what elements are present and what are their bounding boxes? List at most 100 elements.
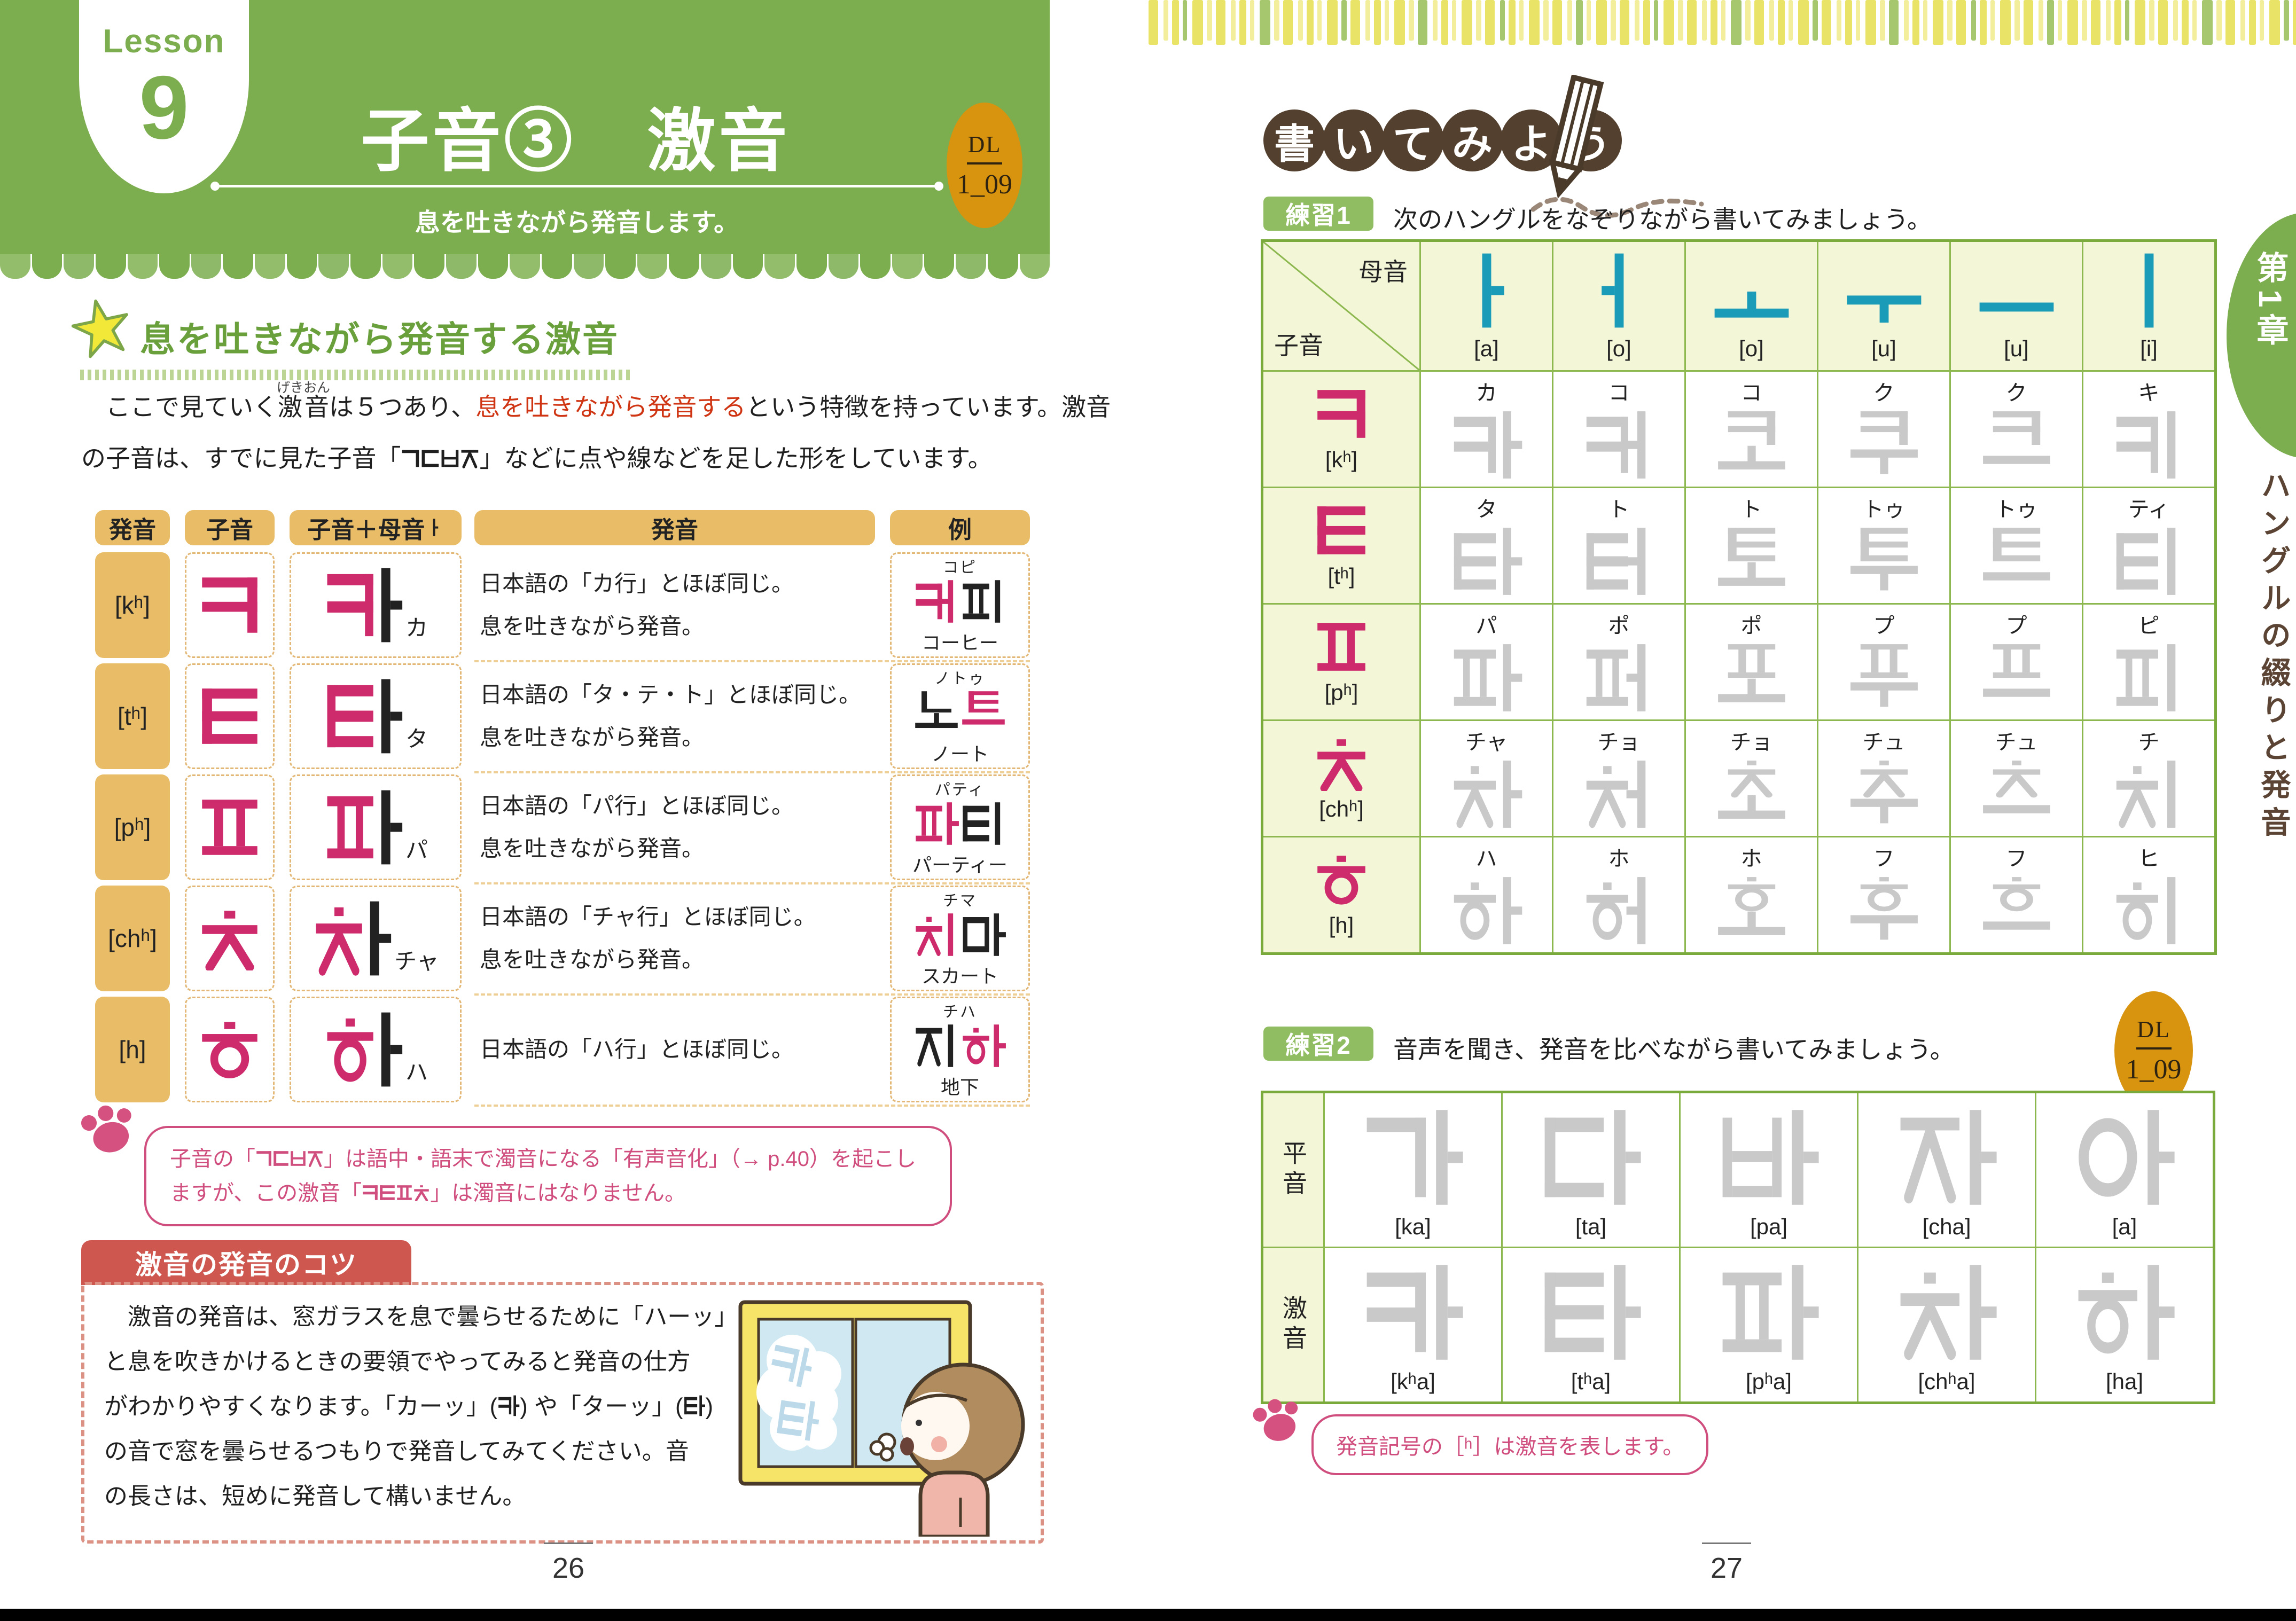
stripe: [1283, 0, 1293, 45]
compare-cell[interactable]: [ha]: [2036, 1248, 2213, 1401]
kana-reading: チョ: [1597, 730, 1641, 754]
cell-syllable: パ: [290, 774, 462, 880]
trace-cell[interactable]: ホ: [1686, 837, 1817, 952]
hangul-syllable: [1586, 876, 1645, 944]
fog-syllable: [771, 1344, 812, 1388]
kana-reading: チャ: [394, 949, 439, 974]
trace-cell[interactable]: カ: [1421, 372, 1552, 487]
stripe: [1409, 0, 1414, 41]
compare-cell[interactable]: [tʰa]: [1503, 1248, 1679, 1401]
trace-cell[interactable]: ク: [1818, 372, 1949, 487]
scallop-tooth: [32, 254, 63, 279]
trace-cell[interactable]: コ: [1686, 372, 1817, 487]
cell-syllable: ハ: [290, 997, 462, 1102]
dl-label: DL: [2137, 1016, 2170, 1043]
trace-cell[interactable]: フ: [1951, 837, 2082, 952]
compare-cell[interactable]: [kʰa]: [1325, 1248, 1501, 1401]
compare-cell[interactable]: [ta]: [1503, 1093, 1679, 1247]
trace-cell[interactable]: プ: [1951, 605, 2082, 719]
trace-cell[interactable]: チャ: [1421, 721, 1552, 836]
hangul-syllable: [2116, 876, 2175, 944]
stripe: [1476, 0, 1481, 41]
stripe: [2284, 0, 2289, 41]
stripe: [1664, 0, 1674, 45]
trace-cell[interactable]: チョ: [1553, 721, 1684, 836]
stripe: [1250, 0, 1254, 41]
kana-reading: ティ: [2128, 497, 2170, 521]
trace-cell[interactable]: フ: [1818, 837, 1949, 952]
page-title: 子音③ 激音: [361, 103, 791, 179]
trace-cell[interactable]: トゥ: [1818, 488, 1949, 603]
compare-cell[interactable]: [chʰa]: [1858, 1248, 2035, 1401]
stripe: [1239, 0, 1246, 45]
example-word: [913, 690, 1006, 735]
trace-cell[interactable]: ポ: [1553, 605, 1684, 719]
trace-cell[interactable]: ティ: [2083, 488, 2214, 603]
trace-cell[interactable]: ポ: [1686, 605, 1817, 719]
trace-cell[interactable]: チ: [2083, 721, 2214, 836]
compare-cell[interactable]: [pa]: [1681, 1093, 1857, 1247]
cell-ipa: [chʰa]: [1918, 1368, 1975, 1394]
cell-description: 日本語の「ハ行」とほぼ同じ。: [480, 1037, 794, 1062]
trace-cell[interactable]: ト: [1686, 488, 1817, 603]
example-furigana: ノトゥ: [934, 670, 986, 687]
scallop-tooth: [924, 254, 955, 279]
trace-cell[interactable]: タ: [1421, 488, 1552, 603]
stripe: [1274, 0, 1279, 41]
kana-reading: ク: [1873, 381, 1895, 405]
stripe: [1731, 0, 1741, 45]
scallop-tooth: [732, 254, 763, 279]
stripe: [1778, 0, 1785, 45]
example-word: [913, 578, 1006, 624]
stripe: [1620, 0, 1629, 45]
trace-cell[interactable]: チュ: [1951, 721, 2082, 836]
trace-cell[interactable]: プ: [1818, 605, 1949, 719]
cell-ipa: [chʰ]: [95, 886, 170, 991]
trace-cell[interactable]: ト: [1553, 488, 1684, 603]
scallop-tooth: [796, 254, 827, 279]
hangul-syllable: [1717, 527, 1785, 586]
example-meaning: 地下: [940, 1076, 979, 1098]
trace-cell[interactable]: ホ: [1553, 837, 1684, 952]
trace-cell[interactable]: トゥ: [1951, 488, 2082, 603]
hangul-syllable: [327, 568, 403, 643]
compare-cell[interactable]: [pʰa]: [1681, 1248, 1857, 1401]
cell-ipa: [pʰa]: [1745, 1368, 1792, 1394]
scallop-tooth: [828, 254, 859, 279]
star-icon: [72, 297, 131, 360]
stripe: [1635, 0, 1639, 41]
hangul-syllable: [916, 802, 959, 845]
trace-cell[interactable]: キ: [2083, 372, 2214, 487]
trace-cell[interactable]: ハ: [1421, 837, 1552, 952]
compare-cell[interactable]: [a]: [2036, 1093, 2213, 1247]
hangul-syllable: [1850, 760, 1918, 823]
row-label-cell: 激音: [1263, 1248, 1323, 1401]
vowel-ipa: [u]: [2004, 336, 2029, 361]
trace-cell[interactable]: ヒ: [2083, 837, 2214, 952]
trace-cell[interactable]: ピ: [2083, 605, 2214, 719]
trace-cell[interactable]: コ: [1553, 372, 1684, 487]
stripe: [1149, 0, 1158, 45]
hangul-jamo: [1317, 855, 1365, 905]
trace-cell[interactable]: チョ: [1686, 721, 1817, 836]
compare-cell[interactable]: [ka]: [1325, 1093, 1501, 1247]
trace-cell[interactable]: チュ: [1818, 721, 1949, 836]
stripe: [1880, 0, 1885, 41]
col-header-consonant: 子音: [185, 510, 275, 545]
scallop-tooth: [223, 254, 254, 279]
stripe: [2202, 0, 2213, 45]
stripe: [1485, 0, 1495, 45]
hangul-syllable: [1900, 1264, 1997, 1360]
trace-cell[interactable]: パ: [1421, 605, 1552, 719]
hangul-syllable: [962, 691, 1005, 725]
heading-char: て: [1382, 109, 1444, 171]
kana-reading: ホ: [1608, 847, 1630, 871]
vowel-ipa: [i]: [2140, 336, 2158, 361]
cell-consonant: [185, 552, 275, 658]
cell-syllable: タ: [290, 663, 462, 769]
trace-cell[interactable]: ク: [1951, 372, 2082, 487]
stripe: [1509, 0, 1516, 45]
tips-text: 激音の発音は、窓ガラスを息で曇らせるために「ハーッ」 と息を吹きかけるときの要領…: [104, 1295, 745, 1519]
compare-cell[interactable]: [cha]: [1858, 1093, 2035, 1247]
stripe: [1654, 0, 1658, 41]
